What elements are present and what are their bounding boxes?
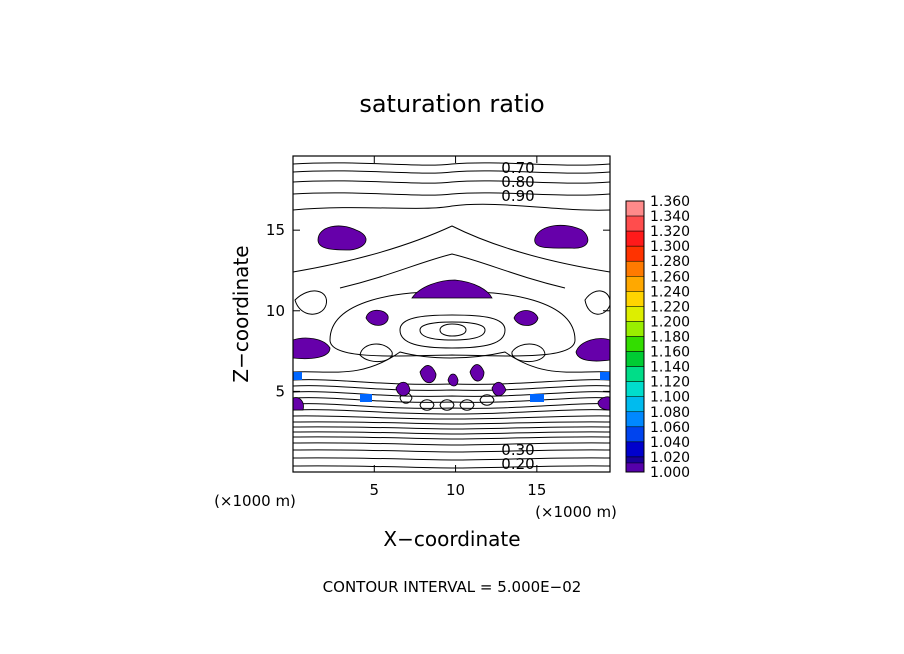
colorbar-swatch <box>625 441 645 458</box>
contour-label: 0.20 <box>501 455 534 473</box>
colorbar-label: 1.240 <box>650 284 690 300</box>
colorbar-label: 1.260 <box>650 269 690 285</box>
supersaturated-region-edge <box>600 372 610 380</box>
colorbar-label: 1.220 <box>650 299 690 315</box>
y-axis: 5 10 15 <box>266 221 610 400</box>
colorbar-swatch <box>625 462 645 473</box>
colorbar-swatch <box>625 336 645 352</box>
x-tick-label: 5 <box>370 481 380 499</box>
contour-label: 0.30 <box>501 441 534 459</box>
colorbar-swatch <box>625 245 645 262</box>
supersaturated-region <box>411 279 493 299</box>
colorbar-label: 1.000 <box>650 465 690 481</box>
colorbar-label: 1.300 <box>650 239 690 255</box>
colorbar-label: 1.360 <box>650 194 690 210</box>
colorbar-swatch <box>625 396 645 413</box>
colorbar-label: 1.140 <box>650 360 690 376</box>
supersaturated-region <box>395 381 411 397</box>
colorbar-swatch <box>625 260 645 277</box>
y-tick-label: 15 <box>266 221 285 239</box>
colorbar-label: 1.080 <box>650 405 690 421</box>
colorbar-swatch <box>625 381 645 397</box>
supersaturated-regions <box>293 224 610 411</box>
colorbar-swatch <box>625 291 645 307</box>
colorbar-swatch <box>625 215 645 232</box>
y-tick-label: 10 <box>266 302 285 320</box>
plot-frame <box>292 155 611 473</box>
supersaturated-region <box>317 225 367 251</box>
colorbar-swatch <box>625 426 645 443</box>
colorbar-label: 1.200 <box>650 314 690 330</box>
colorbar-label: 1.020 <box>650 450 690 466</box>
colorbar-swatch <box>625 351 645 367</box>
contour-interval-footer: CONTOUR INTERVAL = 5.000E−02 <box>323 578 582 596</box>
x-tick-label: 15 <box>527 481 546 499</box>
colorbar-frame <box>625 200 645 473</box>
supersaturated-region <box>513 310 539 326</box>
supersaturated-region <box>293 397 304 411</box>
contour-labels: 0.700.800.90 0.300.20 <box>501 159 534 473</box>
colorbar-swatch <box>625 411 645 428</box>
contour-label: 0.80 <box>501 173 534 191</box>
x-unit-label-left: (×1000 m) <box>214 492 296 510</box>
supersaturated-region <box>447 373 459 387</box>
colorbar-label: 1.120 <box>650 375 690 391</box>
x-axis: 5 10 15 <box>370 156 546 499</box>
colorbar-swatch <box>625 276 645 292</box>
colorbar-swatch <box>625 321 645 337</box>
x-axis-label: X−coordinate <box>383 527 520 551</box>
colorbar-swatch <box>625 200 645 217</box>
supersaturated-region-edge <box>360 394 372 402</box>
colorbar-label: 1.160 <box>650 345 690 361</box>
supersaturated-region-edge <box>293 372 302 380</box>
colorbar-label: 1.100 <box>650 390 690 406</box>
contour-lines <box>293 162 610 469</box>
plot-area <box>292 155 611 473</box>
x-unit-label-right: (×1000 m) <box>535 503 617 521</box>
colorbar-label: 1.320 <box>650 224 690 240</box>
supersaturated-region-edge <box>530 394 544 402</box>
y-tick-label: 5 <box>275 382 285 400</box>
colorbar-label: 1.280 <box>650 254 690 270</box>
colorbar-label: 1.060 <box>650 420 690 436</box>
colorbar: 1.3601.3401.3201.3001.2801.2601.2401.220… <box>625 194 690 481</box>
supersaturated-region <box>491 381 507 397</box>
contour-label: 0.70 <box>501 159 534 177</box>
supersaturated-region <box>419 365 437 384</box>
y-axis-label: Z−coordinate <box>229 245 253 382</box>
colorbar-swatch <box>625 366 645 382</box>
colorbar-swatch <box>625 230 645 247</box>
supersaturated-region <box>534 224 589 249</box>
colorbar-label: 1.040 <box>650 435 690 451</box>
supersaturated-region <box>575 338 610 362</box>
supersaturated-region <box>597 396 610 411</box>
supersaturated-region <box>293 337 331 360</box>
contour-label: 0.90 <box>501 187 534 205</box>
supersaturated-region <box>365 309 389 326</box>
colorbar-label: 1.340 <box>650 209 690 225</box>
colorbar-label: 1.180 <box>650 330 690 346</box>
supersaturated-region <box>469 364 485 382</box>
chart-title: saturation ratio <box>359 90 544 118</box>
x-tick-label: 10 <box>446 481 465 499</box>
colorbar-swatch <box>625 306 645 322</box>
